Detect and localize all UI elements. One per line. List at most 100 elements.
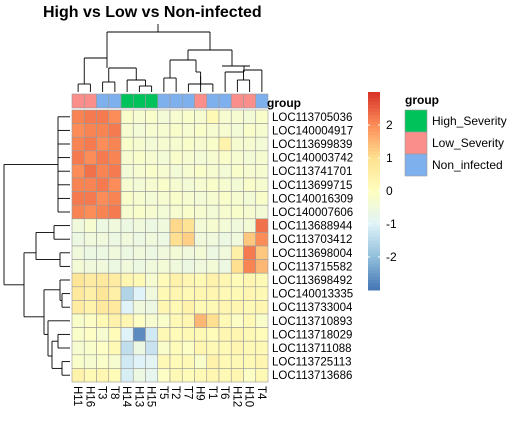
heatmap-cell	[157, 232, 171, 247]
heatmap-cell	[132, 204, 146, 220]
heatmap-cell	[230, 136, 244, 152]
heatmap-cell	[206, 164, 220, 179]
heatmap-cell	[169, 300, 183, 315]
heatmap-cell	[96, 245, 110, 260]
heatmap-cell	[255, 150, 269, 165]
heatmap-cell	[230, 245, 244, 260]
column-label: H12	[230, 386, 242, 407]
heatmap-cell	[243, 354, 257, 369]
heatmap-cell	[132, 245, 146, 260]
heatmap-cell	[243, 177, 257, 192]
heatmap-cell	[96, 327, 110, 342]
heatmap-cell	[194, 109, 208, 124]
color-scale-segment	[368, 276, 380, 281]
heatmap-cell	[96, 150, 110, 165]
heatmap-cell	[71, 191, 85, 206]
row-label: LOC113699839	[272, 139, 352, 151]
heatmap-cell	[108, 177, 122, 192]
group-annotation-cell	[96, 93, 110, 109]
heatmap-cell	[96, 136, 110, 152]
annotation-label: group	[267, 96, 301, 110]
heatmap-cell	[181, 327, 195, 342]
heatmap-cell	[145, 123, 159, 138]
heatmap-cell	[230, 123, 244, 138]
heatmap-cell	[230, 354, 244, 369]
color-scale-segment	[368, 191, 380, 195]
heatmap-cell	[108, 232, 122, 247]
heatmap-cell	[157, 340, 171, 356]
column-label: H9	[194, 386, 206, 401]
heatmap-cell	[218, 123, 232, 138]
heatmap-cell	[157, 272, 171, 288]
heatmap-cell	[230, 164, 244, 179]
color-scale-segment	[368, 92, 380, 96]
heatmap-cell	[169, 368, 183, 383]
row-label: LOC140007606	[272, 207, 353, 219]
heatmap-cell	[108, 164, 122, 179]
color-scale-segment	[368, 174, 380, 179]
color-scale-label: 2	[386, 118, 393, 132]
heatmap-cell	[230, 300, 244, 315]
color-scale-label: 0	[386, 184, 393, 198]
heatmap-cell	[157, 313, 171, 328]
heatmap-cell	[194, 191, 208, 206]
heatmap-cell	[120, 300, 134, 315]
heatmap-cell	[194, 245, 208, 260]
heatmap-cell	[218, 259, 232, 274]
color-scale-label: -1	[386, 217, 397, 231]
row-label: LOC113733004	[272, 302, 353, 314]
heatmap-cell	[230, 259, 244, 274]
heatmap-cell	[169, 109, 183, 124]
color-scale-bar: 2 1 0 -1 -2	[368, 92, 397, 291]
heatmap-cell	[132, 300, 146, 315]
heatmap-cell	[145, 272, 159, 288]
heatmap-cell	[71, 218, 85, 233]
heatmap-cell	[206, 136, 220, 152]
legend-label: Non_infected	[432, 158, 503, 172]
heatmap-cell	[255, 123, 269, 138]
color-scale-segment	[368, 227, 380, 232]
heatmap-cell	[218, 150, 232, 165]
heatmap-cell	[157, 191, 171, 206]
color-scale-segment	[368, 105, 380, 109]
heatmap-cell	[96, 177, 110, 192]
heatmap-cell	[243, 123, 257, 138]
heatmap-cell	[132, 150, 146, 165]
color-scale-segment	[368, 237, 380, 241]
heatmap-cell	[243, 136, 257, 152]
color-scale-segment	[368, 115, 380, 119]
column-label: T4	[255, 386, 267, 400]
heatmap-cell	[120, 177, 134, 192]
heatmap-cell	[96, 191, 110, 206]
heatmap-cell	[181, 218, 195, 233]
heatmap-cell	[108, 313, 122, 328]
row-label: LOC113710893	[272, 316, 352, 328]
heatmap-cell	[83, 245, 97, 260]
group-annotation-bar	[71, 93, 269, 109]
heatmap-cell	[132, 177, 146, 192]
heatmap-cell	[169, 136, 183, 152]
heatmap-cell	[96, 354, 110, 369]
heatmap-cell	[120, 245, 134, 260]
row-label: LOC113699715	[272, 180, 352, 192]
heatmap-cell	[181, 354, 195, 369]
heatmap-cell	[243, 191, 257, 206]
color-scale-segment	[368, 181, 380, 185]
heatmap-cell	[145, 354, 159, 369]
group-legend: group High_Severity Low_Severity Non_infect…	[404, 93, 507, 177]
heatmap-cell	[169, 232, 183, 247]
heatmap-cell	[71, 150, 85, 165]
heatmap-cell	[169, 204, 183, 220]
heatmap-cell	[181, 313, 195, 328]
heatmap-cell	[243, 109, 257, 124]
heatmap-cell	[194, 204, 208, 220]
heatmap-cell	[206, 123, 220, 138]
column-label: T1	[206, 386, 218, 399]
color-scale-segment	[368, 197, 380, 202]
heatmap-cell	[71, 177, 85, 192]
heatmap-cell	[132, 327, 146, 342]
column-label: H16	[83, 386, 95, 407]
heatmap-cell	[181, 204, 195, 220]
color-scale-segment	[368, 151, 380, 156]
